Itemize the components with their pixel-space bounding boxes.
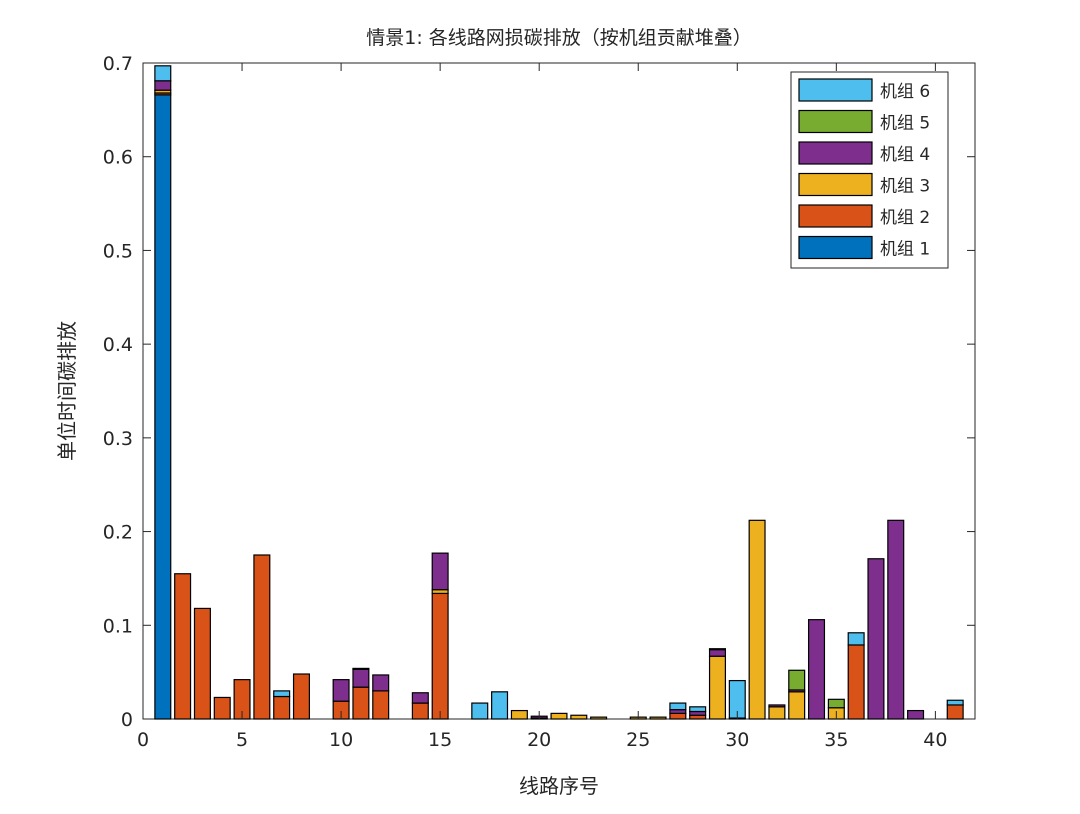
bar-line-41-group-6 — [946, 699, 964, 706]
bar-line-15-group-4 — [431, 552, 449, 591]
legend-label: 机组 1 — [880, 240, 930, 260]
bar-line-1-group-4 — [154, 80, 172, 91]
bar-line-17-group-6 — [471, 702, 489, 720]
x-tick-label: 30 — [725, 729, 749, 751]
legend-label: 机组 4 — [880, 145, 930, 165]
legend-swatch — [798, 172, 873, 197]
bar-line-39-group-4 — [907, 709, 925, 720]
legend-swatch — [798, 109, 873, 134]
x-tick-label: 0 — [137, 729, 149, 751]
legend-swatch — [798, 235, 873, 260]
bar-line-29-group-4 — [708, 649, 726, 657]
bar-line-15-group-2 — [431, 592, 449, 720]
bar-line-18-group-6 — [491, 691, 509, 720]
x-tick-label: 35 — [824, 729, 848, 751]
legend-label: 机组 2 — [880, 208, 930, 228]
bar-line-29-group-5 — [708, 648, 726, 651]
legend-box — [790, 71, 949, 269]
y-tick-label: 0.3 — [103, 428, 133, 450]
bar-line-12-group-4 — [372, 674, 390, 692]
bar-line-12-group-2 — [372, 690, 390, 720]
bar-line-8-group-2 — [292, 673, 310, 720]
bar-line-28-group-6 — [689, 706, 707, 713]
y-axis: 0 0.1 0.2 0.3 0.4 0.5 0.6 0.7 — [103, 53, 975, 731]
bar-line-32-group-4 — [768, 704, 786, 708]
bar-line-11-group-2 — [352, 686, 370, 720]
bar-line-35-group-5 — [827, 698, 845, 709]
legend-label: 机组 3 — [880, 177, 930, 197]
bar-line-33-group-3 — [788, 691, 806, 720]
bar-line-19-group-3 — [510, 709, 528, 720]
legend-label: 机组 5 — [880, 114, 930, 134]
y-tick-label: 0.5 — [103, 240, 133, 262]
y-tick-label: 0.6 — [103, 147, 133, 169]
bar-line-6-group-2 — [253, 554, 271, 720]
bar-line-31-group-3 — [748, 519, 766, 720]
bar-line-23-group-3 — [590, 716, 608, 720]
legend-swatch — [798, 141, 873, 165]
bar-line-14-group-2 — [411, 702, 429, 720]
bar-line-14-group-4 — [411, 692, 429, 704]
bar-line-36-group-2 — [847, 644, 865, 720]
y-tick-label: 0.7 — [103, 53, 133, 75]
bar-line-7-group-2 — [273, 695, 291, 720]
bar-line-1-group-1 — [154, 94, 172, 720]
bar-line-27-group-6 — [669, 702, 687, 711]
bar-line-34-group-4 — [807, 619, 826, 720]
x-axis-label: 线路序号 — [519, 774, 599, 798]
bar-line-7-group-6 — [273, 690, 291, 698]
bar-line-1-group-6 — [154, 65, 172, 82]
bar-line-32-group-3 — [768, 706, 786, 720]
x-tick-label: 5 — [236, 729, 248, 751]
y-tick-label: 0.1 — [103, 615, 133, 637]
x-tick-label: 40 — [923, 729, 947, 751]
legend-swatch — [798, 204, 873, 228]
bar-line-38-group-4 — [887, 519, 905, 720]
bar-line-3-group-2 — [193, 607, 211, 720]
legend: 机组 6 机组 5 机组 4 机组 3 机组 2 机组 1 — [790, 71, 949, 269]
x-axis: 0 5 10 15 20 25 30 35 40 — [137, 63, 947, 751]
bar-line-11-group-6 — [352, 667, 370, 670]
x-tick-label: 20 — [527, 729, 551, 751]
legend-swatch — [798, 78, 873, 102]
y-tick-label: 0.4 — [103, 334, 133, 356]
bar-line-2-group-2 — [174, 573, 192, 720]
bar-line-37-group-4 — [867, 558, 885, 720]
bar-line-10-group-4 — [332, 679, 350, 702]
bar-line-11-group-4 — [352, 668, 370, 688]
x-tick-label: 15 — [428, 729, 452, 751]
x-tick-label: 25 — [626, 729, 650, 751]
y-tick-label: 0.2 — [103, 522, 133, 544]
bar-line-26-group-3 — [649, 716, 667, 720]
x-tick-label: 10 — [329, 729, 353, 751]
bars — [154, 65, 964, 720]
bar-line-22-group-3 — [570, 714, 588, 720]
chart-title: 情景1: 各线路网损碳排放（按机组贡献堆叠） — [366, 27, 752, 49]
bar-line-21-group-3 — [550, 712, 568, 720]
bar-line-36-group-6 — [847, 632, 865, 646]
y-tick-label: 0 — [121, 709, 133, 731]
bar-line-29-group-3 — [708, 655, 726, 720]
bar-line-27-group-2 — [669, 712, 687, 720]
bar-line-33-group-5 — [788, 669, 806, 691]
y-axis-label: 单位时间碳排放 — [55, 321, 79, 461]
legend-label: 机组 6 — [880, 82, 930, 102]
bar-line-4-group-2 — [213, 696, 231, 720]
bar-line-41-group-2 — [946, 704, 964, 720]
